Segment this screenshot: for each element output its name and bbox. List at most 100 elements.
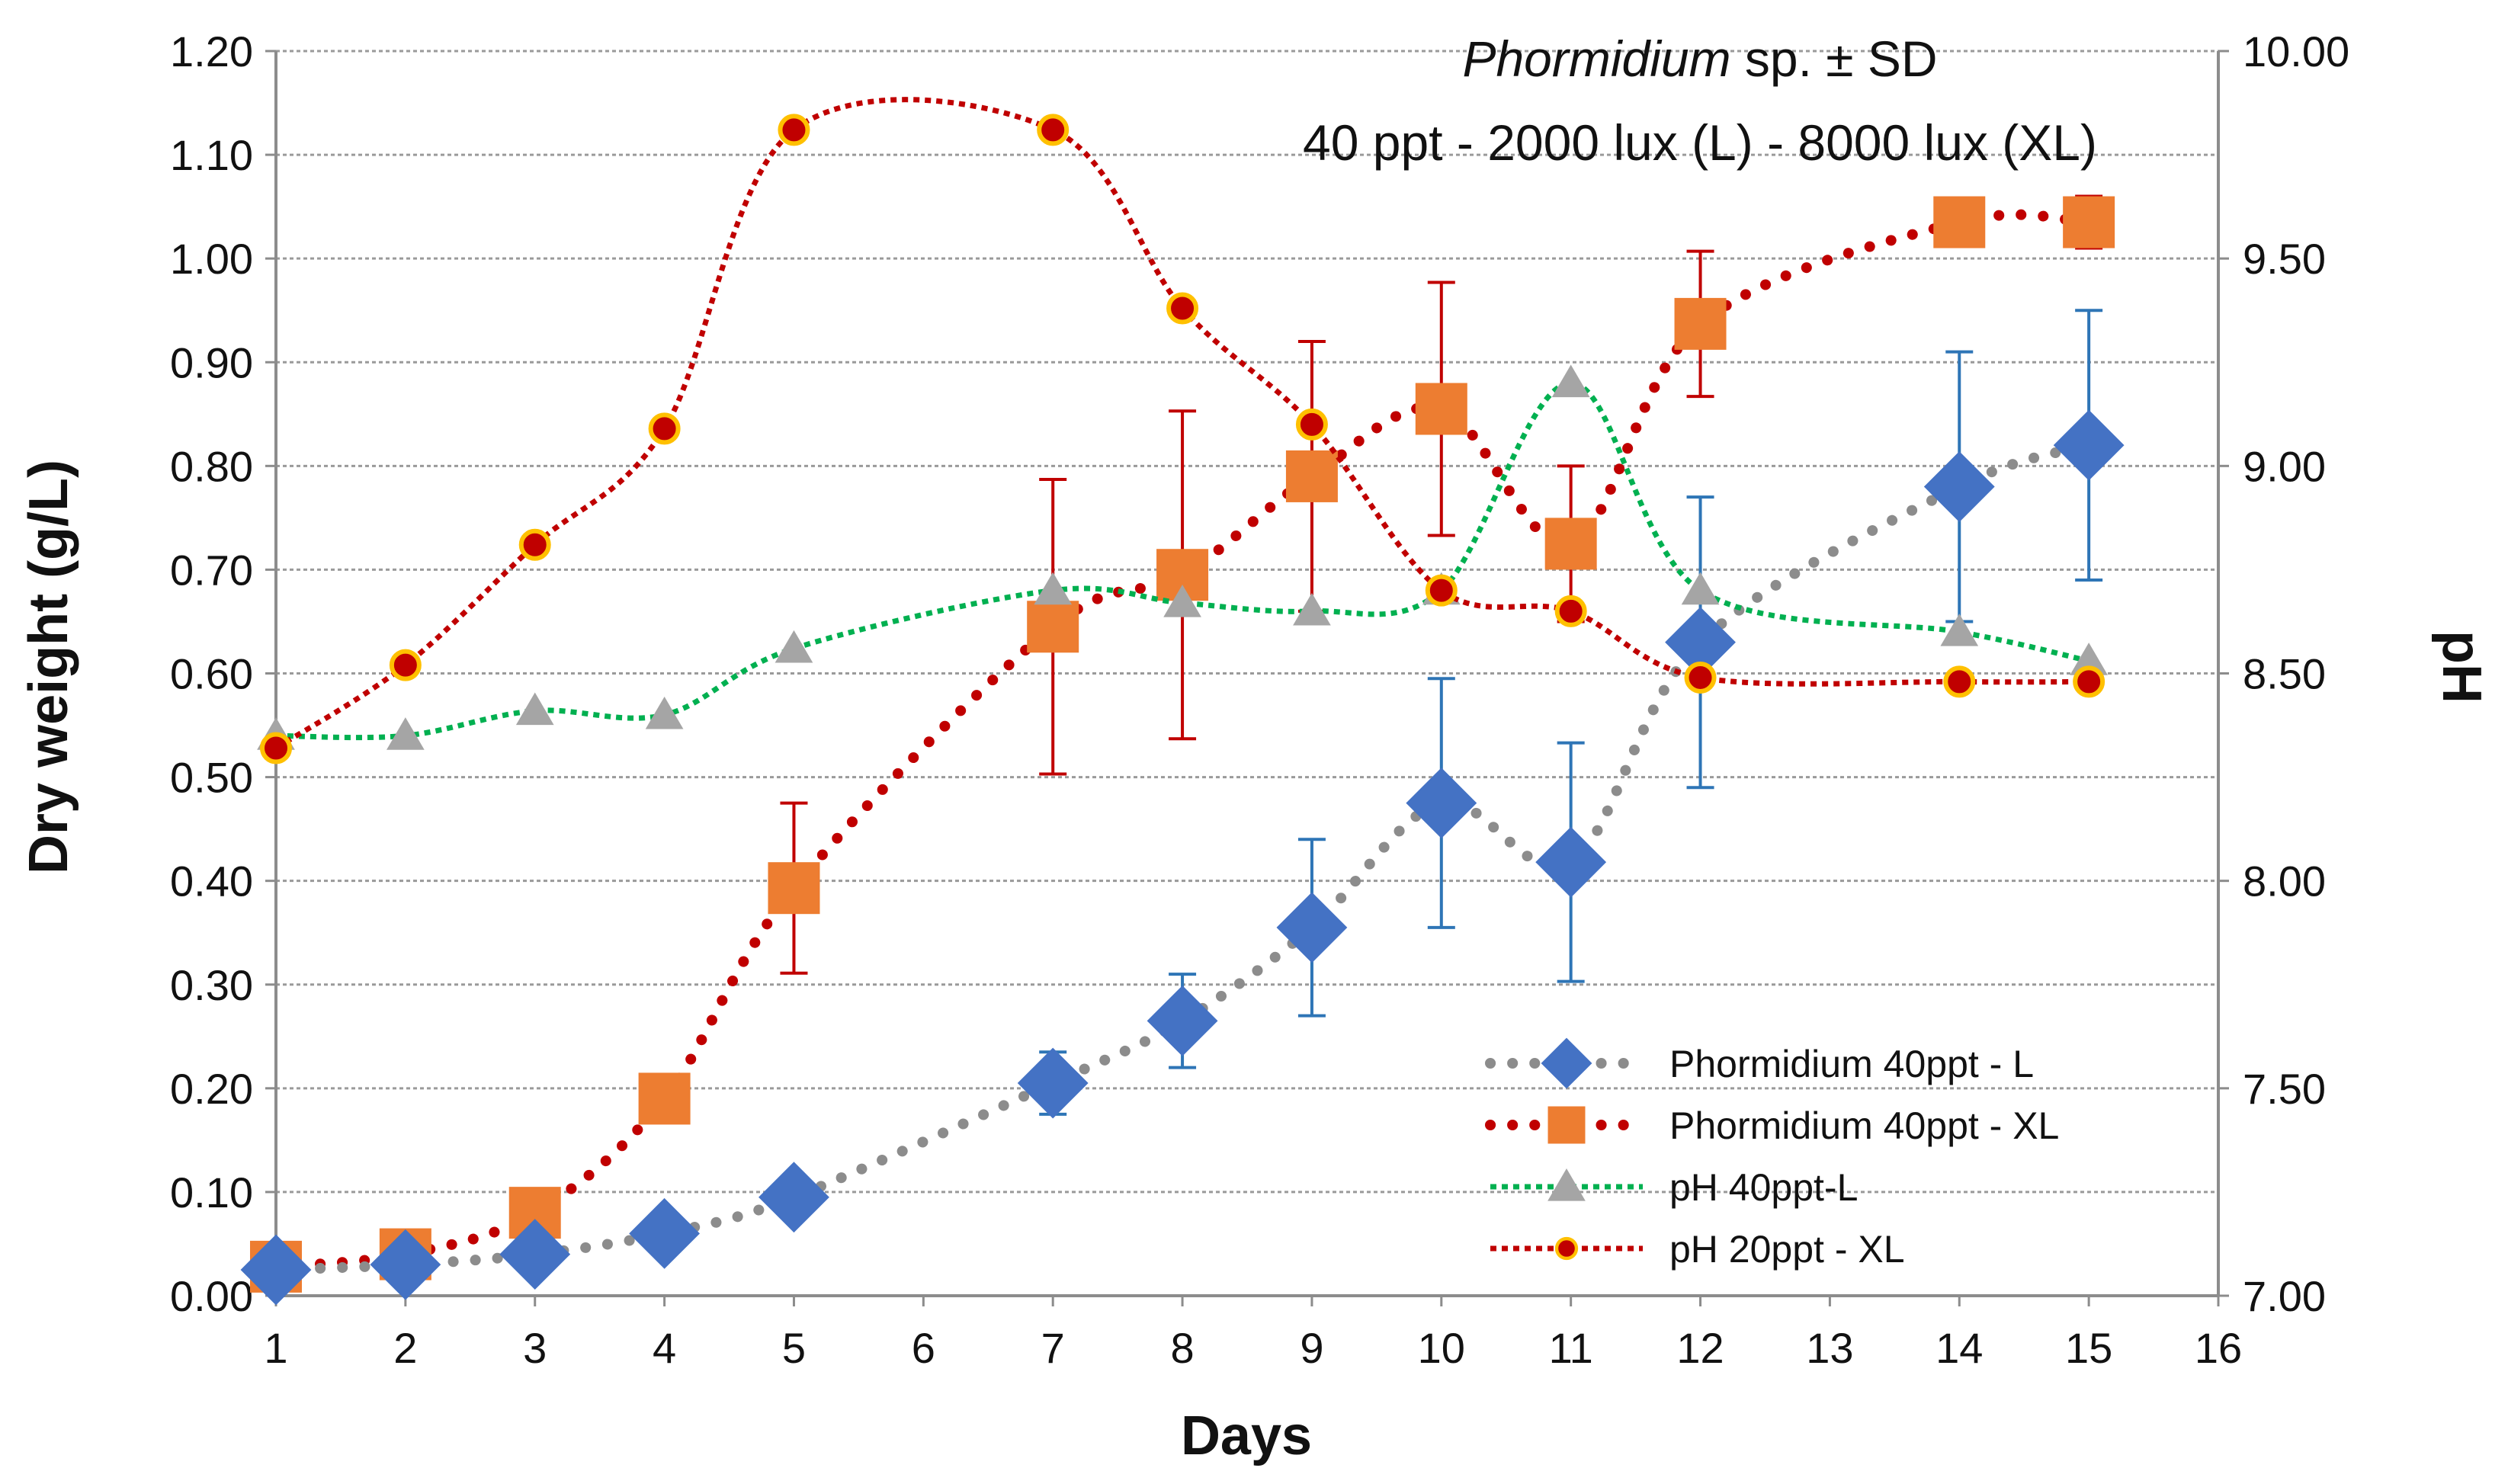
x-tick-label: 3	[523, 1324, 547, 1372]
series	[240, 97, 2125, 1306]
data-point	[1034, 572, 1073, 605]
data-point	[1285, 450, 1338, 502]
data-point	[1923, 451, 1995, 522]
legend-marker-group	[1547, 1168, 1586, 1201]
data-point	[386, 717, 425, 750]
gridlines	[276, 50, 2218, 1194]
chart-title-italic: Phormidium	[1462, 30, 1730, 87]
legend-item: Phormidium 40ppt - XL	[1485, 1104, 2059, 1147]
data-point	[515, 692, 554, 726]
data-point	[499, 1219, 571, 1290]
series-4	[260, 97, 2106, 764]
data-point	[1544, 518, 1597, 570]
data-point	[1293, 592, 1331, 626]
data-point	[518, 528, 551, 561]
x-tick-label: 8	[1170, 1324, 1194, 1372]
y-tick-label: 0.70	[170, 546, 253, 594]
x-tick-label: 14	[1936, 1324, 1983, 1372]
y-tick-label: 1.10	[170, 131, 253, 179]
legend-marker-group	[1541, 1037, 1592, 1089]
x-tick-label: 5	[782, 1324, 806, 1372]
data-point	[638, 1072, 691, 1125]
legend-marker	[1554, 1236, 1579, 1261]
data-point	[1037, 114, 1070, 146]
y-tick-label: 0.80	[170, 442, 253, 490]
legend-marker	[1541, 1037, 1592, 1089]
data-point	[1163, 584, 1201, 617]
y-tick-label: 0.90	[170, 338, 253, 386]
data-point	[1943, 665, 1976, 698]
labels: Phormidium sp. ± SD 40 ppt - 2000 lux (L…	[18, 30, 2492, 1466]
legend-marker	[1547, 1106, 1586, 1144]
data-point	[1535, 826, 1607, 898]
x-tick-label: 12	[1676, 1324, 1724, 1372]
y2-tick-label: 7.50	[2243, 1065, 2326, 1113]
y2-tick-label: 9.00	[2243, 442, 2326, 490]
data-point	[2053, 409, 2125, 481]
data-point	[778, 114, 810, 146]
x-tick-label: 4	[653, 1324, 676, 1372]
y-tick-label: 0.50	[170, 754, 253, 802]
y-tick-label: 0.00	[170, 1272, 253, 1320]
data-point	[389, 649, 422, 681]
y-tick-label: 0.60	[170, 650, 253, 698]
data-point	[645, 696, 684, 729]
y2-tick-label: 8.50	[2243, 650, 2326, 698]
y-tick-label: 0.30	[170, 961, 253, 1009]
data-point	[648, 412, 681, 445]
chart-subtitle: 40 ppt - 2000 lux (L) - 8000 lux (XL)	[1303, 114, 2097, 171]
x-tick-label: 1	[264, 1324, 287, 1372]
x-tick-label: 7	[1041, 1324, 1065, 1372]
y2-tick-label: 7.00	[2243, 1272, 2326, 1320]
data-point	[1681, 572, 1720, 605]
series-line	[275, 380, 2089, 741]
data-point	[1415, 383, 1467, 435]
data-point	[370, 1229, 441, 1300]
data-point	[1551, 364, 1590, 398]
y-axis-title: Dry weight (g/L)	[18, 460, 79, 874]
data-point	[1276, 892, 1348, 963]
x-tick-label: 16	[2195, 1324, 2242, 1372]
data-point	[1406, 768, 1477, 839]
data-point	[2073, 665, 2106, 698]
data-point	[1166, 292, 1199, 325]
legend-label: Phormidium 40ppt - XL	[1669, 1104, 2059, 1147]
legend-marker-group	[1554, 1236, 1579, 1261]
data-point	[1295, 408, 1328, 441]
legend-item: pH 40ppt-L	[1490, 1166, 1858, 1209]
x-tick-label: 13	[1806, 1324, 1853, 1372]
x-tick-label: 6	[912, 1324, 935, 1372]
y-tick-label: 1.00	[170, 235, 253, 283]
x-tick-label: 10	[1418, 1324, 1465, 1372]
data-point	[1933, 196, 1986, 248]
chart-title: Phormidium sp. ± SD	[1462, 30, 1937, 87]
data-point	[2063, 196, 2115, 248]
axes: 0.00 0.10 0.20 0.30 0.40 0.50 0.60 0.70 0.80 0.90…	[170, 27, 2349, 1372]
y2-tick-label: 8.00	[2243, 857, 2326, 905]
legend-item: pH 20ppt - XL	[1490, 1228, 1905, 1271]
chart-title-rest: sp. ± SD	[1731, 30, 1938, 87]
y-tick-label: 1.20	[170, 27, 253, 75]
x-tick-label: 2	[393, 1324, 417, 1372]
series-1	[240, 309, 2125, 1306]
data-point	[629, 1197, 701, 1269]
data-point	[1425, 574, 1458, 607]
data-point	[1027, 601, 1079, 653]
legend-item: Phormidium 40ppt - L	[1485, 1037, 2034, 1089]
data-point	[1147, 985, 1218, 1056]
data-point	[775, 630, 813, 663]
legend-label: pH 20ppt - XL	[1669, 1228, 1905, 1271]
y-tick-label: 0.20	[170, 1065, 253, 1113]
legend-marker-group	[1547, 1106, 1586, 1144]
data-point	[240, 1234, 312, 1306]
x-tick-label: 11	[1549, 1324, 1593, 1372]
x-tick-label: 15	[2065, 1324, 2112, 1372]
y2-tick-label: 10.00	[2243, 27, 2349, 75]
legend-marker	[1547, 1168, 1586, 1201]
y2-tick-label: 9.50	[2243, 235, 2326, 283]
y-tick-label: 0.40	[170, 857, 253, 905]
x-tick-label: 9	[1300, 1324, 1323, 1372]
